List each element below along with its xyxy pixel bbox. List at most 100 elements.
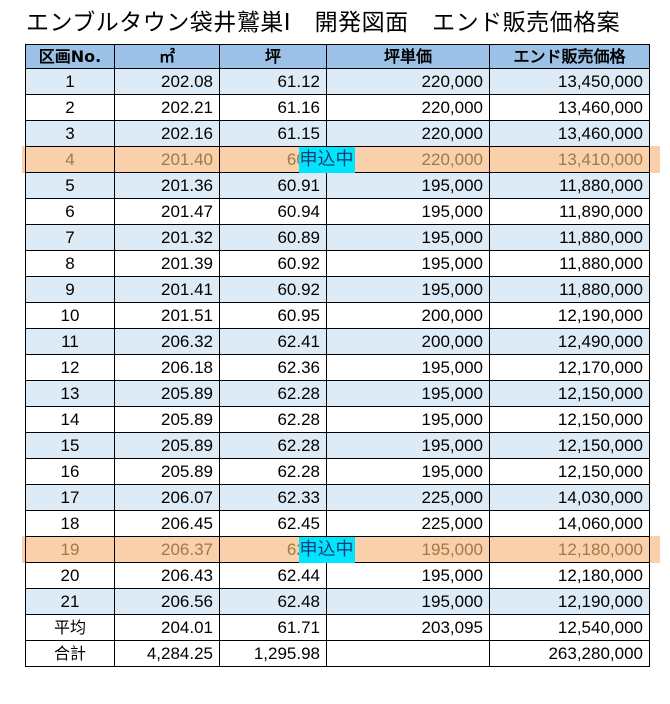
- table-row: 9 201.41 60.92 195,000 11,880,000: [25, 276, 650, 303]
- unit-price-cell: 195,000: [326, 276, 490, 303]
- end-price-cell: 12,180,000: [489, 562, 650, 589]
- lot-number-cell: 5: [25, 172, 115, 199]
- unit-price-cell: 195,000: [326, 250, 490, 277]
- area-sqm-cell: 201.36: [114, 172, 220, 199]
- table-row: 13 205.89 62.28 195,000 12,150,000: [25, 380, 650, 407]
- unit-price-cell: 225,000: [326, 484, 490, 511]
- end-price-cell: 11,880,000: [489, 224, 650, 251]
- lot-number-cell: 18: [25, 510, 115, 537]
- table-row: 8 201.39 60.92 195,000 11,880,000: [25, 250, 650, 277]
- area-sqm-cell: 201.39: [114, 250, 220, 277]
- lot-number-cell: 21: [25, 588, 115, 615]
- total-row: 合計 4,284.25 1,295.98 263,280,000: [25, 640, 650, 667]
- lot-number-cell: 15: [25, 432, 115, 459]
- total-end-price: 263,280,000: [489, 640, 650, 667]
- area-sqm-cell: 202.21: [114, 94, 220, 121]
- unit-price-cell: 195,000: [326, 406, 490, 433]
- area-sqm-cell: 201.40: [114, 146, 220, 173]
- table-row: 11 206.32 62.41 200,000 12,490,000: [25, 328, 650, 355]
- table-row: 6 201.47 60.94 195,000 11,890,000: [25, 198, 650, 225]
- end-price-cell: 11,880,000: [489, 172, 650, 199]
- unit-price-cell: 220,000: [326, 68, 490, 95]
- area-sqm-cell: 201.32: [114, 224, 220, 251]
- unit-price-cell: 195,000: [326, 432, 490, 459]
- end-price-cell: 11,880,000: [489, 276, 650, 303]
- reserved-badge: 申込中: [298, 146, 355, 173]
- area-tsubo-cell: 62.48: [219, 588, 327, 615]
- header-unit-price: 坪単価: [326, 44, 490, 69]
- lot-number-cell: 10: [25, 302, 115, 329]
- total-unit-price: [326, 640, 490, 667]
- table-header-row: 区画No. ㎡ 坪 坪単価 エンド販売価格: [25, 44, 650, 69]
- end-price-cell: 11,880,000: [489, 250, 650, 277]
- table-row: 2 202.21 61.16 220,000 13,460,000: [25, 94, 650, 121]
- unit-price-cell: 195,000: [326, 224, 490, 251]
- area-sqm-cell: 201.51: [114, 302, 220, 329]
- area-sqm-cell: 206.56: [114, 588, 220, 615]
- header-end-price: エンド販売価格: [489, 44, 650, 69]
- unit-price-cell: 195,000: [326, 172, 490, 199]
- average-sqm: 204.01: [114, 614, 220, 641]
- unit-price-cell: 195,000: [326, 458, 490, 485]
- average-unit-price: 203,095: [326, 614, 490, 641]
- area-sqm-cell: 201.41: [114, 276, 220, 303]
- lot-number-cell: 20: [25, 562, 115, 589]
- average-row: 平均 204.01 61.71 203,095 12,540,000: [25, 614, 650, 641]
- average-tsubo: 61.71: [219, 614, 327, 641]
- area-tsubo-cell: 62.28: [219, 406, 327, 433]
- lot-number-cell: 6: [25, 198, 115, 225]
- unit-price-cell: 195,000: [326, 198, 490, 225]
- table-row: 14 205.89 62.28 195,000 12,150,000: [25, 406, 650, 433]
- end-price-cell: 12,150,000: [489, 458, 650, 485]
- table-row: 12 206.18 62.36 195,000 12,170,000: [25, 354, 650, 381]
- end-price-cell: 14,030,000: [489, 484, 650, 511]
- area-tsubo-cell: 60.94: [219, 198, 327, 225]
- end-price-cell: 12,490,000: [489, 328, 650, 355]
- end-price-cell: 12,150,000: [489, 380, 650, 407]
- area-tsubo-cell: 60.91: [219, 172, 327, 199]
- area-tsubo-cell: 62.28: [219, 432, 327, 459]
- area-sqm-cell: 206.37: [114, 536, 220, 563]
- table-row: 17 206.07 62.33 225,000 14,030,000: [25, 484, 650, 511]
- area-tsubo-cell: 62.33: [219, 484, 327, 511]
- area-tsubo-cell: 62.28: [219, 380, 327, 407]
- table-row: 1 202.08 61.12 220,000 13,450,000: [25, 68, 650, 95]
- end-price-cell: 12,190,000: [489, 588, 650, 615]
- end-price-cell: 11,890,000: [489, 198, 650, 225]
- area-tsubo-cell: 61.16: [219, 94, 327, 121]
- unit-price-cell: 200,000: [326, 302, 490, 329]
- area-tsubo-cell: 61.12: [219, 68, 327, 95]
- area-tsubo-cell: 60.92: [219, 276, 327, 303]
- area-tsubo-cell: 62.45: [219, 510, 327, 537]
- unit-price-cell: 195,000: [326, 588, 490, 615]
- price-table: 区画No. ㎡ 坪 坪単価 エンド販売価格 1 202.08 61.12 220,00…: [25, 44, 650, 667]
- table-row: 10 201.51 60.95 200,000 12,190,000: [25, 302, 650, 329]
- table-row: 20 206.43 62.44 195,000 12,180,000: [25, 562, 650, 589]
- lot-number-cell: 13: [25, 380, 115, 407]
- lot-number-cell: 12: [25, 354, 115, 381]
- unit-price-cell: 195,000: [326, 354, 490, 381]
- lot-number-cell: 7: [25, 224, 115, 251]
- lot-number-cell: 19: [25, 536, 115, 563]
- lot-number-cell: 16: [25, 458, 115, 485]
- unit-price-cell: 220,000: [326, 94, 490, 121]
- total-tsubo: 1,295.98: [219, 640, 327, 667]
- area-tsubo-cell: 62.28: [219, 458, 327, 485]
- end-price-cell: 12,190,000: [489, 302, 650, 329]
- average-label: 平均: [25, 614, 115, 641]
- unit-price-cell: 225,000: [326, 510, 490, 537]
- area-sqm-cell: 206.07: [114, 484, 220, 511]
- area-tsubo-cell: 60.89: [219, 224, 327, 251]
- lot-number-cell: 3: [25, 120, 115, 147]
- lot-number-cell: 9: [25, 276, 115, 303]
- lot-number-cell: 4: [25, 146, 115, 173]
- area-sqm-cell: 201.47: [114, 198, 220, 225]
- area-sqm-cell: 202.08: [114, 68, 220, 95]
- area-tsubo-cell: 60.95: [219, 302, 327, 329]
- page-title: エンブルタウン袋井鷲巣Ⅰ 開発図面 エンド販売価格案: [26, 10, 621, 36]
- end-price-cell: 12,180,000: [489, 536, 650, 563]
- end-price-cell: 12,150,000: [489, 432, 650, 459]
- table-row: 21 206.56 62.48 195,000 12,190,000: [25, 588, 650, 615]
- area-sqm-cell: 206.45: [114, 510, 220, 537]
- end-price-cell: 13,410,000: [489, 146, 650, 173]
